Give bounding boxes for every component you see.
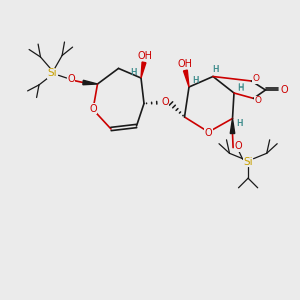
Text: H: H	[192, 76, 199, 85]
Text: H: H	[212, 65, 219, 74]
Text: O: O	[254, 96, 261, 105]
Text: O: O	[67, 74, 75, 85]
Text: O: O	[205, 128, 212, 138]
Text: H: H	[237, 84, 244, 93]
Text: Si: Si	[242, 157, 254, 167]
Text: O: O	[252, 74, 259, 83]
Text: H: H	[212, 65, 219, 74]
Polygon shape	[83, 80, 98, 85]
Text: O: O	[235, 141, 242, 151]
Text: O: O	[161, 97, 169, 107]
Text: H: H	[130, 68, 137, 77]
Text: O: O	[89, 104, 97, 114]
Text: O: O	[235, 141, 242, 151]
Polygon shape	[184, 70, 189, 87]
Text: O: O	[254, 96, 262, 105]
Text: Si: Si	[48, 68, 57, 79]
Text: OH: OH	[177, 59, 192, 69]
Text: O: O	[281, 85, 289, 95]
Polygon shape	[141, 62, 146, 78]
Text: H: H	[236, 119, 242, 128]
Text: H: H	[236, 119, 242, 128]
Text: O: O	[161, 97, 169, 107]
Text: H: H	[237, 83, 243, 92]
Text: Si: Si	[243, 157, 253, 167]
Text: Si: Si	[47, 68, 58, 79]
Text: O: O	[252, 74, 260, 83]
Text: OH: OH	[177, 59, 192, 69]
Text: O: O	[67, 74, 75, 85]
Text: H: H	[130, 68, 137, 77]
Text: OH: OH	[137, 51, 152, 61]
Polygon shape	[230, 118, 235, 134]
Text: OH: OH	[137, 51, 152, 61]
Text: O: O	[281, 85, 289, 95]
Text: H: H	[192, 76, 199, 85]
